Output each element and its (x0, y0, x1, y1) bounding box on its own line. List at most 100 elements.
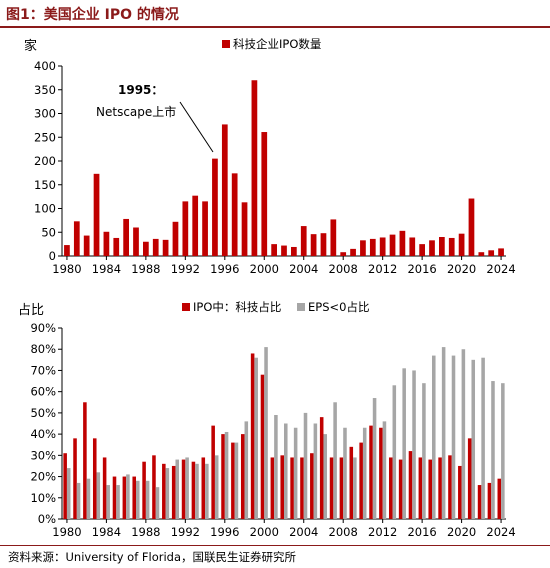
chart2-x-tick-label: 1984 (92, 525, 121, 539)
chart1-y-tick-label: 350 (34, 83, 56, 97)
chart2-y-tick-label: 90% (30, 321, 56, 335)
chart1-bar-tech-ipo-count (241, 202, 248, 256)
chart2-bar-tech-share (359, 442, 363, 519)
chart2-bar-eps-negative-share (126, 474, 130, 519)
chart2-bar-tech-share (260, 374, 265, 519)
chart1-y-tick-label: 300 (34, 107, 56, 121)
chart1-bar-tech-ipo-count (162, 239, 169, 256)
chart2-bar-tech-share (349, 446, 354, 519)
chart2-bar-eps-negative-share (461, 349, 466, 519)
chart2-bar-tech-share (152, 455, 156, 519)
chart2-bar-tech-share (408, 451, 413, 519)
chart2-bar-tech-share (92, 438, 97, 519)
chart1-bar-tech-ipo-count (143, 241, 149, 256)
chart2-legend: IPO中：科技占比 EPS<0占比 (182, 300, 369, 314)
chart2-bar-eps-negative-share (412, 370, 416, 519)
chart2-bar-eps-negative-share (175, 459, 180, 519)
chart2-bar-eps-negative-share (96, 472, 101, 519)
chart2-x-tick-label: 1992 (171, 525, 200, 539)
chart2-bar-tech-share (270, 457, 275, 519)
chart1-bar-tech-ipo-count (152, 238, 159, 256)
chart2-bar-tech-share (300, 457, 304, 519)
chart2-bar-tech-share (418, 457, 423, 519)
chart2-bar-eps-negative-share (422, 383, 426, 519)
chart2-x-tick-label: 1980 (52, 525, 81, 539)
chart2-bar-eps-negative-share (491, 381, 495, 519)
chart1-bar-tech-ipo-count (419, 244, 425, 256)
chart2-bar-eps-negative-share (284, 423, 288, 519)
chart1-bar-tech-ipo-count (458, 233, 465, 256)
chart2-bar-eps-negative-share (254, 357, 258, 519)
chart2-bar-eps-negative-share (362, 427, 367, 519)
chart1-bar-tech-ipo-count (360, 240, 366, 256)
chart2-bar-eps-negative-share (195, 463, 199, 519)
chart2-bar-tech-share (112, 476, 117, 519)
chart1-bar-tech-ipo-count (261, 132, 268, 256)
chart1-bar-tech-ipo-count (103, 231, 110, 256)
chart2-bar-tech-share (497, 478, 502, 519)
chart2-bar-tech-share (83, 402, 87, 519)
chart2-bar-eps-negative-share (392, 385, 397, 519)
chart2-y-tick-label: 50% (30, 406, 56, 420)
chart2-bar-eps-negative-share (136, 480, 140, 519)
chart2-bar-tech-share (379, 427, 383, 519)
chart1-bar-tech-ipo-count (93, 173, 100, 256)
chart1-bar-tech-ipo-count (172, 221, 179, 256)
chart1-bar-tech-ipo-count (379, 237, 386, 256)
chart1-bar-tech-ipo-count (133, 227, 139, 256)
source-note: 资料来源：University of Florida，国联民生证券研究所 (8, 550, 297, 564)
chart1-y-axis-label: 家 (24, 38, 37, 54)
chart2-bar-tech-share (201, 457, 206, 519)
chart1-bar-tech-ipo-count (320, 233, 327, 256)
chart2-bar-eps-negative-share (224, 431, 229, 519)
chart2-x-tick-label: 2024 (486, 525, 515, 539)
annotation-pointer-line (179, 101, 214, 153)
chart1-x-tick-label: 2008 (329, 262, 358, 276)
chart1-y-tick-label: 150 (34, 178, 56, 192)
chart2-bar-eps-negative-share (66, 468, 71, 519)
chart2-bar-tech-share (339, 457, 344, 519)
chart2-bar-eps-negative-share (382, 421, 387, 519)
chart2-bar-eps-negative-share (303, 412, 308, 519)
chart2-bar-tech-share (122, 476, 127, 519)
chart2-bar-tech-share (191, 461, 196, 519)
chart2-bar-eps-negative-share (76, 482, 81, 519)
chart2-bar-tech-share (280, 455, 284, 519)
chart2-bar-tech-share (448, 455, 452, 519)
chart2-y-tick-label: 20% (30, 470, 56, 484)
chart2-bar-tech-share (73, 438, 77, 519)
chart1-bar-tech-ipo-count (409, 237, 416, 256)
chart1-y-tick-label: 100 (34, 202, 56, 216)
chart2-bar-eps-negative-share (116, 485, 120, 519)
chart2-bar-tech-share (102, 457, 107, 519)
chart2-bar-tech-share (240, 434, 245, 519)
annotation-event-text: Netscape上市 (96, 104, 176, 119)
chart1-x-tick-label: 2016 (407, 262, 436, 276)
chart2-bar-eps-negative-share (432, 355, 436, 519)
chart1-bar-tech-ipo-count (192, 195, 199, 256)
chart2-y-tick-label: 10% (30, 491, 56, 505)
chart1-x-tick-label: 2012 (368, 262, 397, 276)
netscape-annotation: 1995： Netscape上市 (96, 83, 214, 153)
chart1-y-tick-label: 400 (34, 59, 56, 73)
chart1-bar-tech-ipo-count (399, 230, 406, 256)
chart1-bar-tech-ipo-count (478, 252, 485, 256)
chart2-legend-label-eps-negative-share: EPS<0占比 (308, 300, 369, 314)
chart2-bar-tech-share (162, 463, 166, 519)
chart2-ipo-shares: 0% 10% 20% 30% 40% 50% 60% 70% 80% 90% 1980 1984 198… (30, 321, 515, 539)
chart2-x-tick-label: 1996 (210, 525, 239, 539)
chart2-bar-tech-share (142, 461, 146, 519)
chart2-bar-eps-negative-share (205, 463, 209, 519)
chart2-bar-eps-negative-share (293, 427, 298, 519)
chart1-x-tick-label: 2020 (447, 262, 476, 276)
chart2-bar-eps-negative-share (353, 457, 357, 519)
chart2-bar-tech-share (290, 457, 294, 519)
chart2-y-tick-label: 40% (30, 427, 56, 441)
chart2-legend-label-tech-share: IPO中：科技占比 (193, 300, 281, 314)
chart2-y-tick-label: 70% (30, 363, 56, 377)
chart2-bar-tech-share (221, 434, 225, 519)
chart1-bar-tech-ipo-count (64, 245, 70, 256)
chart2-bar-eps-negative-share (264, 347, 268, 519)
chart2-x-tick-label: 1988 (131, 525, 160, 539)
chart2-bar-eps-negative-share (343, 427, 347, 519)
